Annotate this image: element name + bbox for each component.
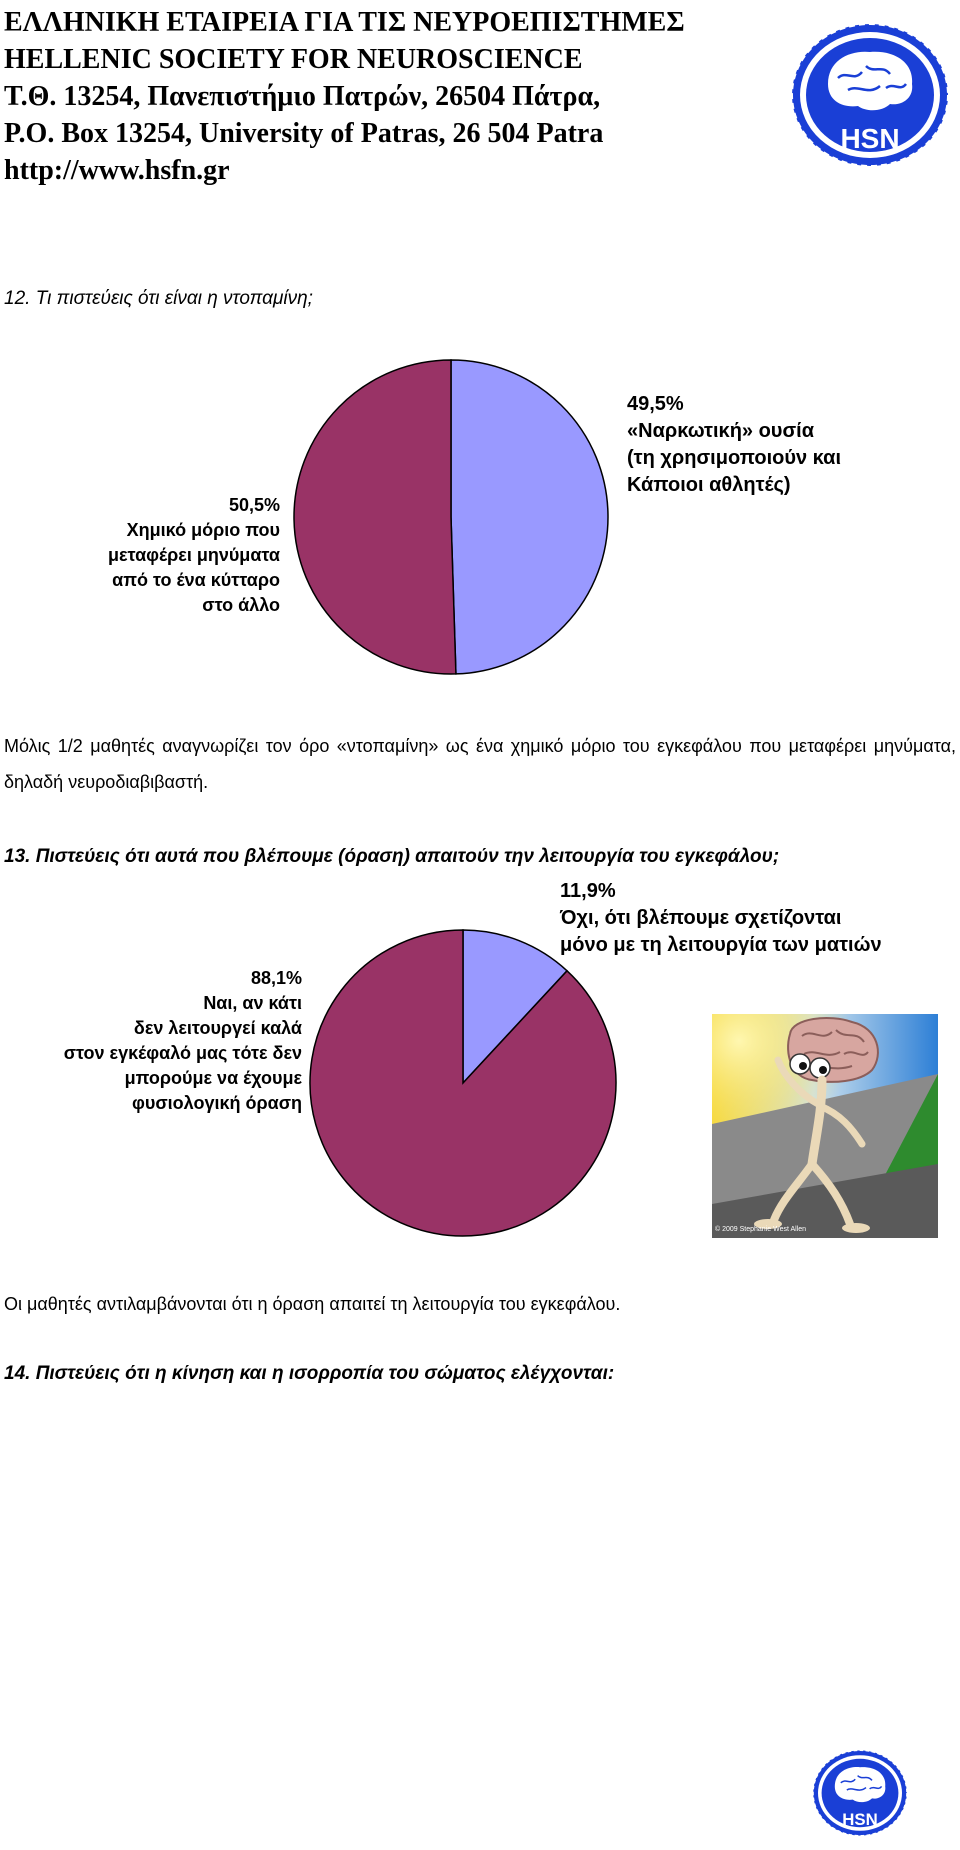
question-12-heading: 12. Τι πιστεύεις ότι είναι η ντοπαμίνη; — [4, 288, 313, 309]
header-line-english-name: HELLENIC SOCIETY FOR NEUROSCIENCE — [4, 44, 583, 75]
pie1-label-right-line2: (τη χρησιμοποιούν και — [627, 447, 842, 469]
header-line-english-address: P.O. Box 13254, University of Patras, 26… — [4, 118, 604, 149]
pie2-label-left-line5: φυσιολογική όραση — [132, 1093, 302, 1113]
pie1-label-left-line4: στο άλλο — [202, 595, 280, 615]
pie2-label-left-line4: μπορούμε να έχουμε — [124, 1068, 302, 1088]
pie2-slice-1 — [462, 929, 569, 1085]
letterhead: ΕΛΛΗΝΙΚΗ ΕΤΑΙΡΕΙΑ ΓΙΑ ΤΙΣ ΝΕΥΡΟΕΠΙΣΤΗΜΕΣ… — [4, 4, 685, 189]
pie2-label-right-line1: Όχι, ότι βλέπουμε σχετίζονται — [560, 907, 842, 929]
pie2-label-left-pct: 88,1% — [250, 968, 302, 988]
pie-chart-vision — [309, 929, 617, 1237]
walking-brain-illustration — [712, 1014, 938, 1238]
pie1-label-left-line2: μεταφέρει μηνύματα — [107, 545, 280, 565]
question-14-heading: 14. Πιστεύεις ότι η κίνηση και η ισορροπ… — [4, 1363, 615, 1384]
header-website-link[interactable]: http://www.hsfn.gr — [4, 155, 230, 186]
illustration-credit: © 2009 Stephanie West Allen — [715, 1226, 807, 1233]
question-13-heading: 13. Πιστεύεις ότι αυτά που βλέπουμε (όρα… — [4, 846, 780, 867]
hsn-logo-text: HSN — [840, 123, 899, 154]
pie1-label-right-line3: Κάποιοι αθλητές) — [627, 474, 791, 496]
pie2-label-right-pct: 11,9% — [560, 880, 616, 902]
hsn-logo-footer: HSN — [812, 1749, 908, 1837]
pie2-label-left-line1: Ναι, αν κάτι — [203, 993, 302, 1013]
pie2-label-left-line3: στον εγκέφαλό μας τότε δεν — [63, 1043, 302, 1063]
q13-conclusion: Οι μαθητές αντιλαμβάνονται ότι η όραση α… — [4, 1294, 621, 1314]
pie1-slice-0 — [293, 359, 457, 675]
pie2-label-left-line2: δεν λειτουργεί καλά — [133, 1018, 302, 1038]
header-line-greek-name: ΕΛΛΗΝΙΚΗ ΕΤΑΙΡΕΙΑ ΓΙΑ ΤΙΣ ΝΕΥΡΟΕΠΙΣΤΗΜΕΣ — [4, 7, 685, 38]
q12-conclusion: Μόλις 1/2 μαθητές αναγνωρίζει τον όρο «ν… — [4, 736, 956, 792]
pie1-label-right: 49,5% «Ναρκωτική» ουσία (τη χρησιμοποιού… — [627, 391, 947, 499]
pie2-slice-0 — [309, 929, 617, 1237]
pie1-label-left-line1: Χημικό μόριο που — [126, 520, 280, 540]
pie1-label-right-line1: «Ναρκωτική» ουσία — [627, 420, 814, 442]
pie2-label-left: 88,1% Ναι, αν κάτι δεν λειτουργεί καλά σ… — [4, 966, 302, 1116]
pie2-label-right: 11,9% Όχι, ότι βλέπουμε σχετίζονται μόνο… — [560, 878, 960, 959]
hsn-logo-footer-text: HSN — [842, 1810, 877, 1829]
pie1-slice-1 — [450, 359, 609, 675]
pie1-label-left-line3: από το ένα κύτταρο — [112, 570, 280, 590]
pie1-label-left: 50,5% Χημικό μόριο που μεταφέρει μηνύματ… — [40, 493, 280, 618]
header-line-greek-address: Τ.Θ. 13254, Πανεπιστήμιο Πατρών, 26504 Π… — [4, 81, 601, 112]
hsn-logo: HSN — [791, 23, 949, 167]
pie2-label-right-line2: μόνο με τη λειτουργία των ματιών — [560, 934, 882, 956]
pie1-label-left-pct: 50,5% — [228, 495, 280, 515]
pie1-label-right-pct: 49,5% — [627, 393, 684, 415]
pie-chart-dopamine — [293, 359, 609, 675]
